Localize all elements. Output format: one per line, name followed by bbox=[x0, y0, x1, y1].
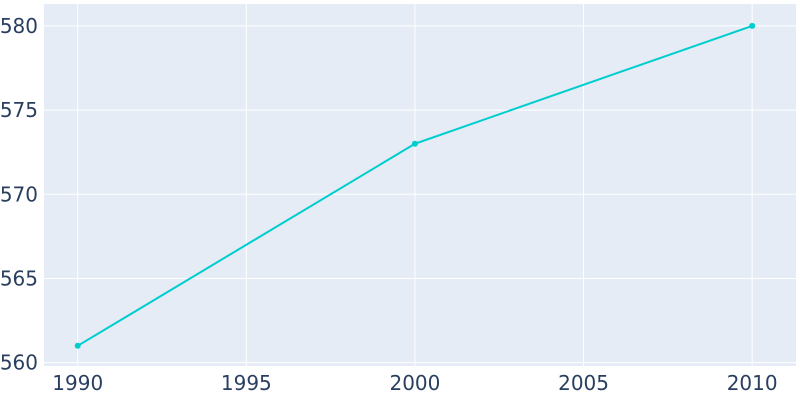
x-tick-label: 1995 bbox=[221, 371, 272, 395]
grid-lines bbox=[44, 4, 796, 366]
y-tick-label: 580 bbox=[0, 14, 38, 38]
x-tick-label: 1990 bbox=[52, 371, 103, 395]
plot-area bbox=[44, 4, 796, 366]
y-tick-label: 560 bbox=[0, 351, 38, 375]
y-tick-label: 565 bbox=[0, 266, 38, 290]
series-layer bbox=[74, 22, 756, 349]
x-tick-label: 2000 bbox=[389, 371, 440, 395]
x-tick-label: 2010 bbox=[727, 371, 778, 395]
data-point bbox=[749, 22, 756, 29]
x-axis-ticks: 1990 1995 2000 2005 2010 bbox=[52, 371, 777, 395]
y-axis-ticks: 560 565 570 575 580 bbox=[0, 14, 38, 375]
data-point bbox=[74, 342, 81, 349]
y-tick-label: 575 bbox=[0, 98, 38, 122]
y-tick-label: 570 bbox=[0, 182, 38, 206]
data-point bbox=[411, 140, 418, 147]
x-tick-label: 2005 bbox=[558, 371, 609, 395]
